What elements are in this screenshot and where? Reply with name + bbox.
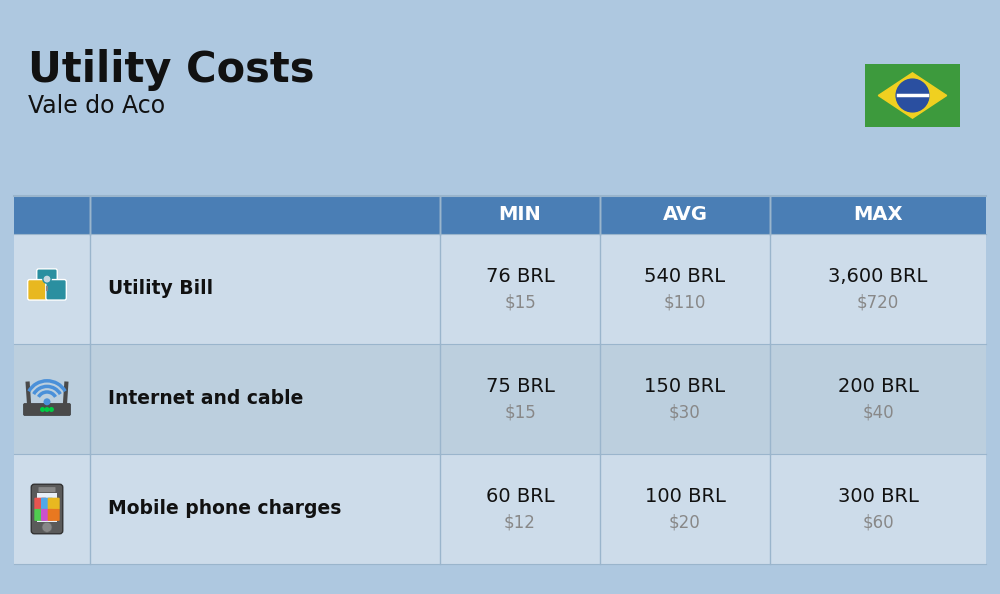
FancyBboxPatch shape <box>41 498 53 510</box>
FancyBboxPatch shape <box>37 493 57 523</box>
Text: $12: $12 <box>504 514 536 532</box>
Text: 100 BRL: 100 BRL <box>645 486 725 505</box>
FancyBboxPatch shape <box>24 403 70 415</box>
Circle shape <box>896 79 929 112</box>
Circle shape <box>40 407 45 412</box>
Circle shape <box>42 522 52 532</box>
Text: 76 BRL: 76 BRL <box>486 267 554 286</box>
FancyBboxPatch shape <box>48 509 60 521</box>
FancyBboxPatch shape <box>46 280 66 300</box>
Text: $15: $15 <box>504 294 536 312</box>
Text: $40: $40 <box>862 404 894 422</box>
Text: 60 BRL: 60 BRL <box>486 486 554 505</box>
Text: Utility Bill: Utility Bill <box>108 280 213 299</box>
Circle shape <box>44 407 50 412</box>
Text: 150 BRL: 150 BRL <box>644 377 726 396</box>
FancyBboxPatch shape <box>31 484 63 534</box>
Text: $110: $110 <box>664 294 706 312</box>
FancyBboxPatch shape <box>37 269 57 289</box>
Text: 540 BRL: 540 BRL <box>644 267 726 286</box>
Text: Vale do Aco: Vale do Aco <box>28 94 165 118</box>
Text: Mobile phone charges: Mobile phone charges <box>108 500 341 519</box>
Circle shape <box>44 399 50 405</box>
Text: $15: $15 <box>504 404 536 422</box>
FancyBboxPatch shape <box>28 280 48 300</box>
Circle shape <box>49 407 54 412</box>
Text: AVG: AVG <box>662 206 708 225</box>
FancyBboxPatch shape <box>14 454 986 564</box>
Text: Utility Costs: Utility Costs <box>28 49 314 91</box>
Text: 200 BRL: 200 BRL <box>838 377 918 396</box>
Text: MIN: MIN <box>499 206 541 225</box>
FancyBboxPatch shape <box>48 498 60 510</box>
Text: 3,600 BRL: 3,600 BRL <box>828 267 928 286</box>
FancyBboxPatch shape <box>865 64 960 127</box>
FancyBboxPatch shape <box>14 234 986 344</box>
Text: $60: $60 <box>862 514 894 532</box>
FancyBboxPatch shape <box>38 487 56 492</box>
FancyBboxPatch shape <box>14 344 986 454</box>
FancyBboxPatch shape <box>14 196 986 234</box>
Text: 75 BRL: 75 BRL <box>486 377 554 396</box>
Text: 300 BRL: 300 BRL <box>838 486 918 505</box>
FancyBboxPatch shape <box>34 498 46 510</box>
Text: $20: $20 <box>669 514 701 532</box>
FancyBboxPatch shape <box>34 509 46 521</box>
FancyBboxPatch shape <box>41 509 53 521</box>
Polygon shape <box>878 73 947 118</box>
Circle shape <box>43 275 51 283</box>
Text: Internet and cable: Internet and cable <box>108 390 303 409</box>
Text: MAX: MAX <box>853 206 903 225</box>
Text: $30: $30 <box>669 404 701 422</box>
Text: $720: $720 <box>857 294 899 312</box>
